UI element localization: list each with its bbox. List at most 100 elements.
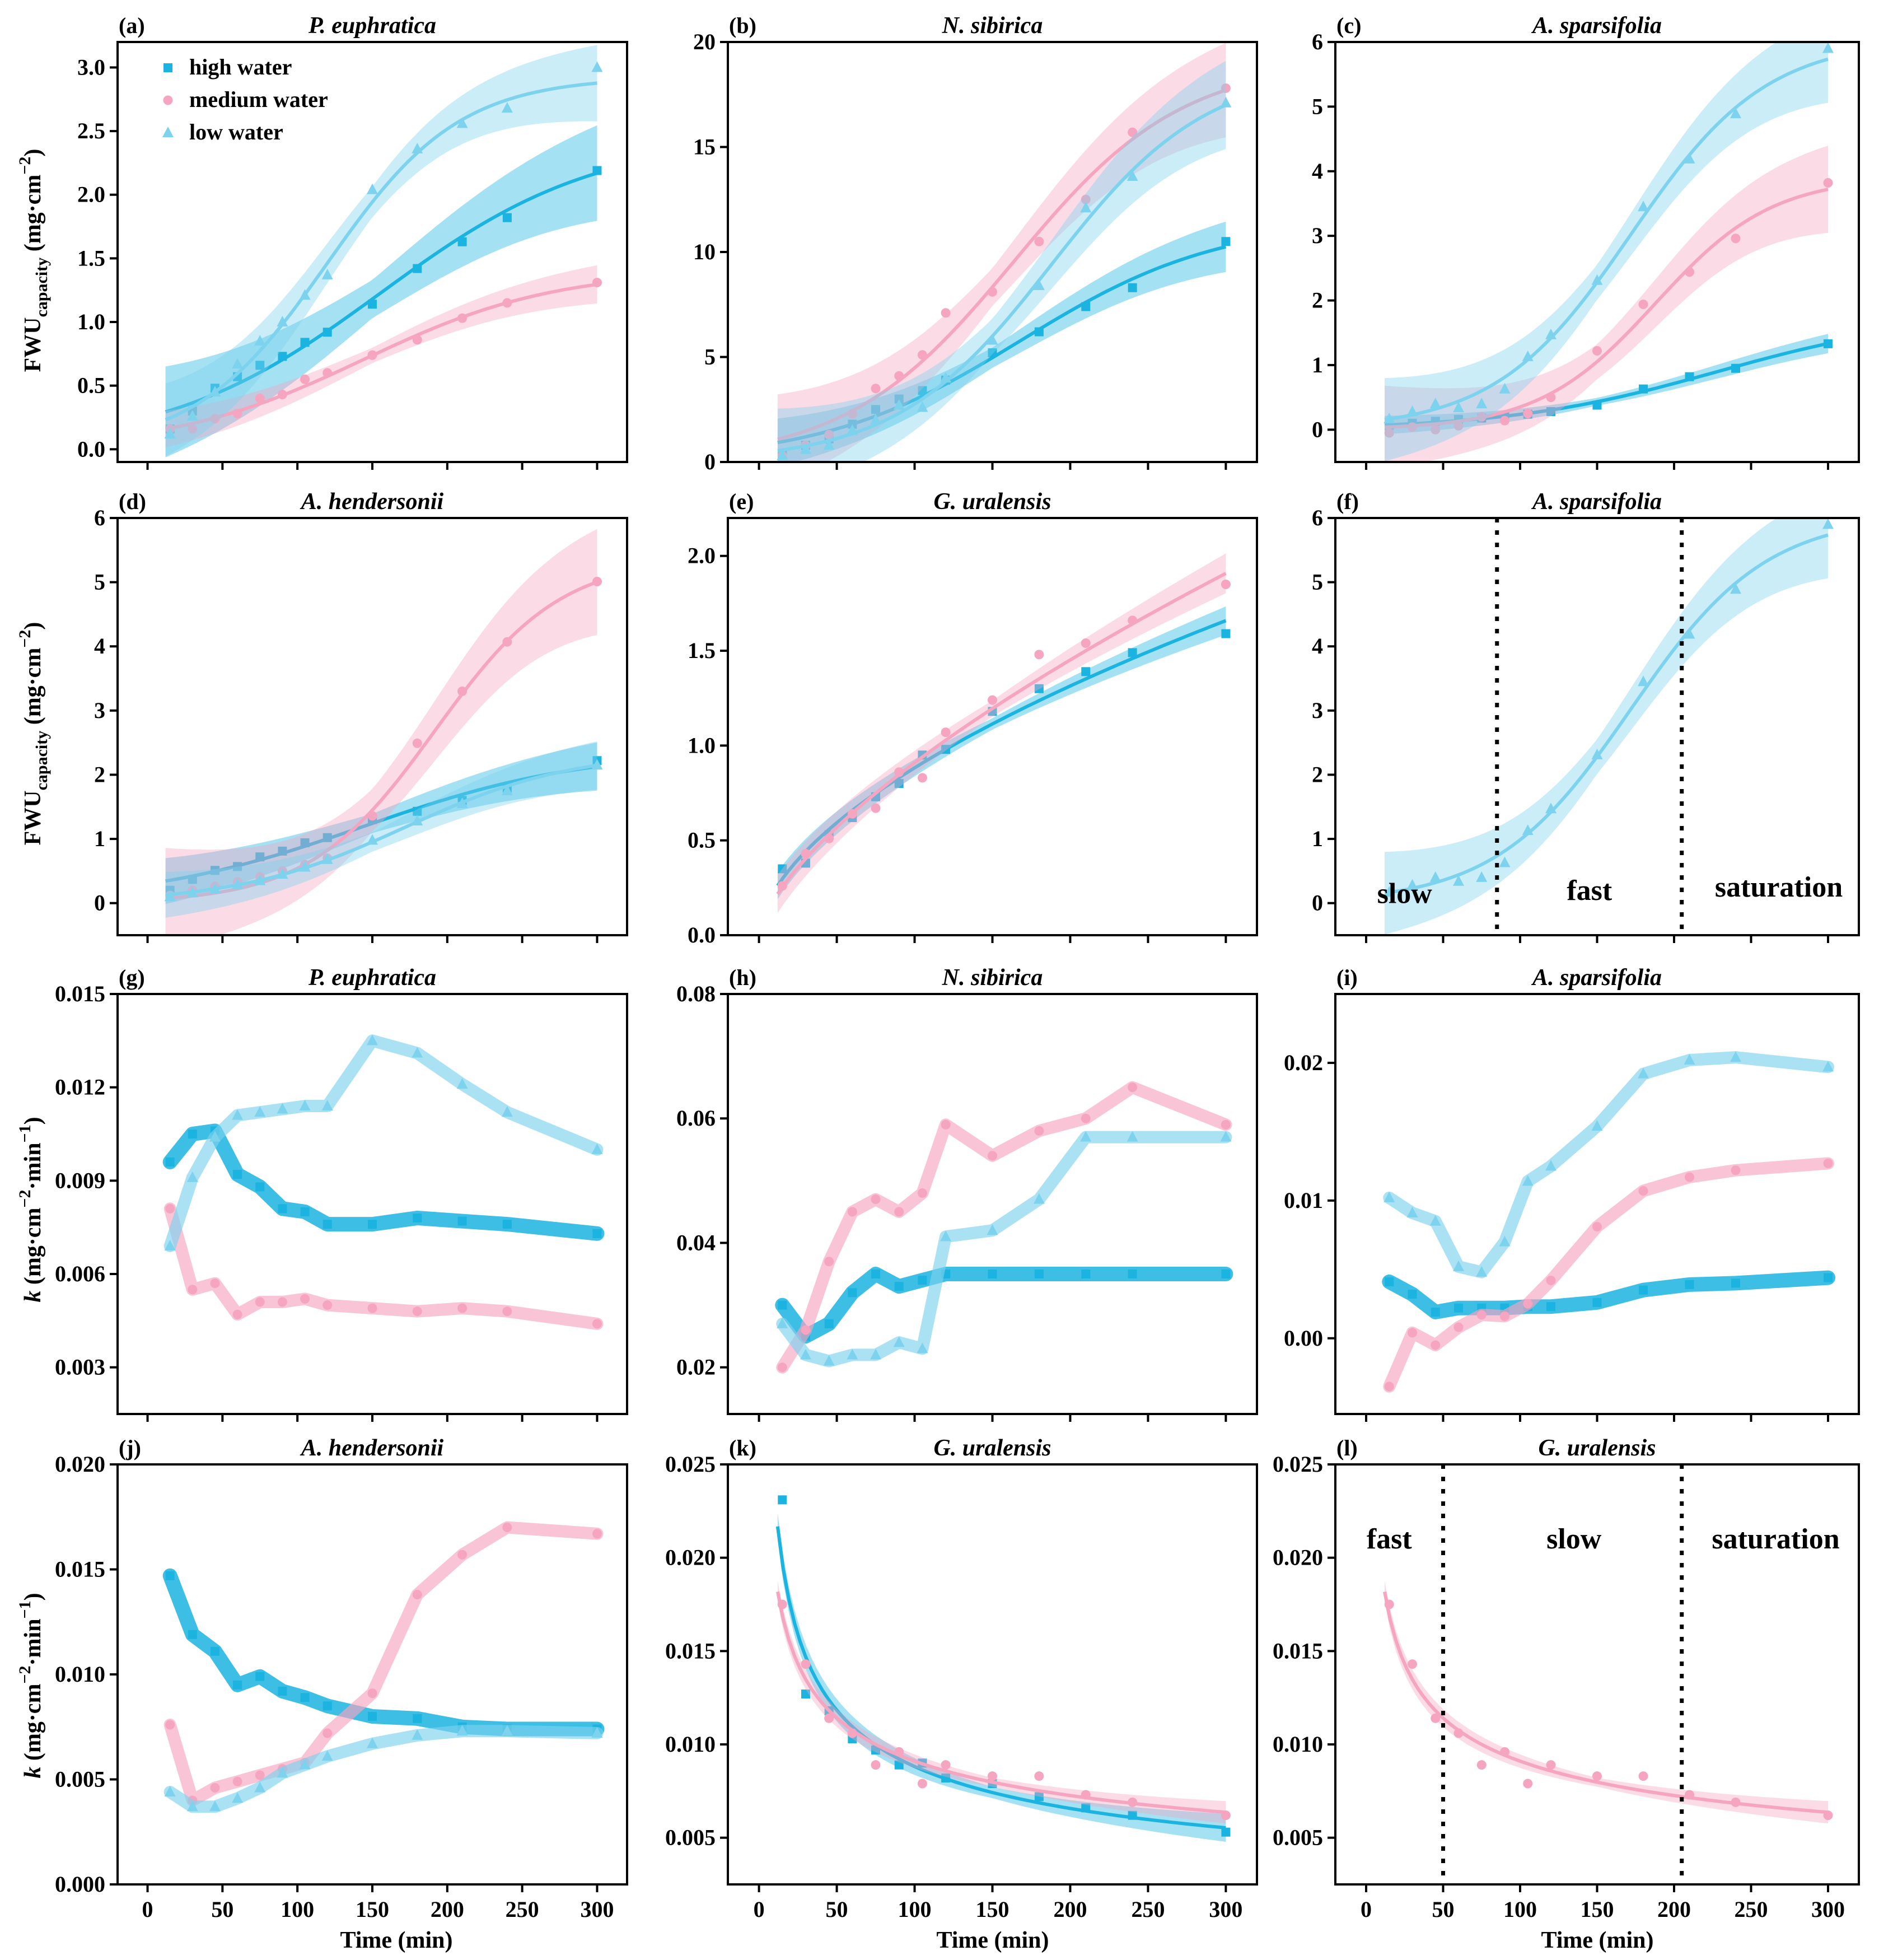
data-point: [368, 1220, 377, 1229]
y-tick-label: 0.000: [55, 1872, 105, 1897]
y-tick-label: 0: [1312, 890, 1323, 916]
data-point: [186, 1171, 198, 1182]
confidence-band: [1385, 1581, 1828, 1824]
x-tick-label: 250: [1735, 1897, 1768, 1922]
data-point: [1385, 1277, 1394, 1286]
data-point: [210, 866, 219, 875]
data-point: [322, 1701, 332, 1711]
y-tick-label: 2.5: [77, 118, 105, 143]
series-medium-water: [163, 1202, 604, 1330]
data-point: [255, 1672, 265, 1681]
data-point: [1476, 398, 1488, 409]
panel-letter: (b): [729, 13, 756, 38]
panel-title: G. uralensis: [1538, 1435, 1656, 1461]
data-point: [1033, 1193, 1045, 1204]
data-point: [254, 1781, 266, 1793]
data-point: [457, 237, 467, 246]
panel-title: N. sibirica: [942, 965, 1043, 991]
panel--l-: 0.005 0.010 0.015 0.020 0.025 0 50 100 150 200 250…: [1273, 1435, 1860, 1922]
data-point: [232, 1792, 244, 1803]
y-tick-label: 0.025: [1273, 1452, 1323, 1477]
legend-marker: [163, 95, 173, 105]
data-point: [165, 1571, 175, 1580]
x-tick-label: 150: [1581, 1897, 1614, 1922]
data-point: [1221, 83, 1231, 93]
data-point: [987, 1224, 998, 1235]
data-point: [457, 1550, 468, 1560]
data-point: [299, 1100, 311, 1110]
data-point: [1034, 684, 1044, 693]
data-point: [1592, 400, 1602, 410]
data-point: [501, 1106, 513, 1117]
data-point: [413, 1714, 422, 1723]
x-tick-label: 50: [1432, 1897, 1455, 1922]
data-point: [412, 1729, 423, 1740]
panel-title: A. sparsifolia: [1531, 489, 1662, 515]
data-point: [501, 102, 513, 113]
data-point: [165, 1720, 175, 1730]
series-high-water: [775, 1267, 1233, 1344]
data-point: [1822, 1061, 1834, 1072]
data-point: [1545, 1160, 1557, 1171]
data-point: [1453, 875, 1464, 886]
data-point: [368, 1712, 377, 1721]
x-tick-label: 150: [976, 1897, 1009, 1922]
data-point: [1429, 398, 1441, 409]
panel-title: P. euphratica: [308, 13, 436, 39]
data-point: [1523, 1299, 1533, 1309]
data-point: [210, 1783, 220, 1793]
data-point: [367, 834, 378, 845]
y-tick-label: 2: [1312, 288, 1323, 313]
fit-curve: [1383, 1591, 1829, 1814]
data-point: [367, 1688, 377, 1698]
data-point: [1592, 1222, 1602, 1232]
series-medium-water: [776, 1081, 1232, 1374]
x-tick-label: 0: [754, 1897, 765, 1922]
data-point: [210, 1278, 220, 1289]
data-point: [1685, 1172, 1694, 1182]
data-point: [893, 399, 905, 410]
y-tick-label: 0.0: [77, 436, 105, 461]
x-axis-labels: Time (min) Time (min) Time (min): [340, 1928, 1653, 1953]
data-point: [1033, 279, 1045, 290]
data-point: [988, 695, 997, 705]
data-point: [1221, 1119, 1231, 1130]
phase-annotation: slow: [1377, 878, 1433, 910]
phase-annotation: fast: [1367, 1523, 1413, 1555]
data-point: [777, 1317, 788, 1328]
data-point: [1638, 200, 1649, 212]
y-tick-label: 0: [704, 449, 716, 474]
data-point: [300, 1693, 310, 1702]
data-point: [1500, 1311, 1509, 1321]
data-point: [188, 1285, 198, 1295]
panel-title: A. hendersonii: [300, 489, 444, 515]
data-point: [988, 1270, 997, 1278]
data-point: [824, 1713, 834, 1723]
data-point: [1081, 1803, 1091, 1813]
data-point: [894, 371, 904, 381]
data-point: [321, 268, 333, 279]
data-point: [894, 1760, 904, 1770]
panel-letter: (h): [729, 965, 756, 990]
confidence-band: [777, 1513, 1226, 1842]
data-point: [917, 1188, 927, 1198]
series-low-water: [1383, 1051, 1834, 1278]
y-tick-label: 0.003: [55, 1355, 105, 1380]
data-point: [1384, 1382, 1394, 1392]
y-tick-label: 0.01: [1284, 1188, 1323, 1213]
y-tick-label: 0.005: [55, 1767, 105, 1792]
x-tick-label: 100: [1503, 1897, 1537, 1922]
data-point: [1684, 1054, 1695, 1065]
y-tick-label: 1.0: [77, 309, 105, 334]
data-point: [367, 1737, 378, 1748]
panel-title: A. sparsifolia: [1531, 965, 1662, 991]
data-point: [988, 287, 997, 297]
data-point: [1408, 1328, 1417, 1338]
phase-annotation: saturation: [1712, 1523, 1839, 1555]
panel-letter: (k): [729, 1435, 756, 1460]
y-axis-label-fwu-row1: FWUcapacity (mg·cm−2): [16, 149, 51, 372]
data-point: [871, 1746, 881, 1754]
fit-curve: [1384, 57, 1829, 422]
plot-area: [1383, 1581, 1833, 1824]
fit-curve: [775, 1526, 1226, 1830]
